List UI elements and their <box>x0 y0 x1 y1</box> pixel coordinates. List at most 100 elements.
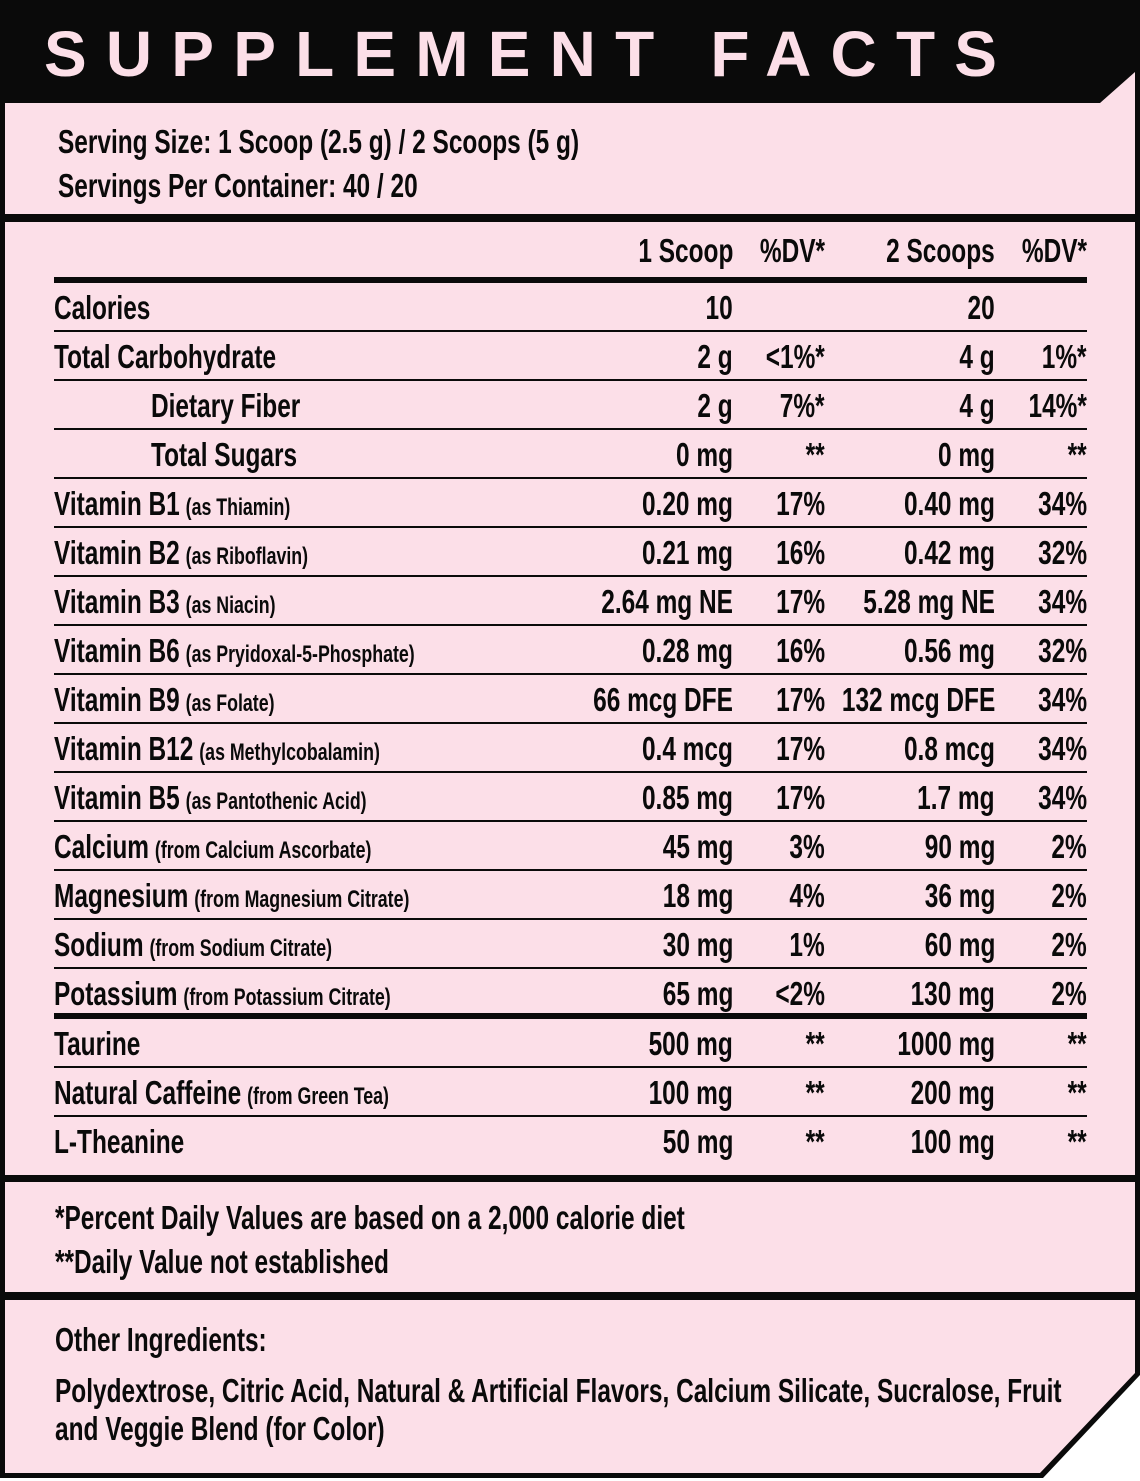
nutrient-name: Calories <box>54 289 151 326</box>
dv-2-scoops-cell: 2% <box>1039 871 1087 920</box>
dv-1-scoop-cell: 4% <box>777 871 825 920</box>
dv-2-scoops: 34% <box>1038 779 1087 816</box>
nutrient-name-wrap: Potassium (from Potassium Citrate) <box>54 969 391 1022</box>
amount-2-scoops: 0.40 mg <box>904 485 995 522</box>
dv-1-scoop-cell: 17% <box>759 773 825 822</box>
dv-1-scoop: ** <box>805 436 825 473</box>
nutrient-name-cell: L-Theanine <box>54 1117 230 1166</box>
other-ingredients-heading: Other Ingredients: <box>55 1321 267 1358</box>
amount-2-scoops-cell: 0.8 mcg <box>872 724 995 773</box>
dv-2-scoops: 34% <box>1038 485 1087 522</box>
dv-1-scoop-cell: 3% <box>777 822 825 871</box>
nutrient-name-cell: Calcium (from Calcium Ascorbate) <box>54 822 483 875</box>
serving-size: Serving Size: 1 Scoop (2.5 g) / 2 Scoops… <box>58 123 580 160</box>
nutrient-name-wrap: Vitamin B3 (as Niacin) <box>54 577 276 630</box>
nutrient-name-wrap: Natural Caffeine (from Green Tea) <box>54 1068 389 1121</box>
dv-2-scoops: 1%* <box>1042 338 1087 375</box>
table-row: Sodium (from Sodium Citrate) 30 mg 1% 60 mg 2… <box>54 920 1087 969</box>
nutrient-name-cell: Potassium (from Potassium Citrate) <box>54 969 509 1022</box>
nutrient-name: Potassium <box>54 975 178 1012</box>
nutrient-name: Vitamin B12 <box>54 730 194 767</box>
table-header: 1 Scoop %DV* 2 Scoops %DV* <box>54 226 1087 277</box>
amount-1-scoop: 18 mg <box>662 877 733 914</box>
dv-2-scoops: ** <box>1067 1024 1087 1062</box>
dv-1-scoop-cell: 16% <box>759 626 825 675</box>
nutrient-name-cell: Sodium (from Sodium Citrate) <box>54 920 430 973</box>
dv-2-scoops: ** <box>1067 1122 1087 1160</box>
amount-2-scoops-cell: 4 g <box>947 332 995 381</box>
table-row: Natural Caffeine (from Green Tea) 100 mg **… <box>54 1068 1087 1117</box>
nutrient-table: 1 Scoop %DV* 2 Scoops %DV* Calories 10 20 T… <box>54 226 1087 1164</box>
dv-2-scoops: 14%* <box>1028 387 1087 424</box>
nutrient-name-cell: Total Sugars <box>54 430 348 479</box>
dv-2-scoops: 34% <box>1038 583 1087 620</box>
amount-1-scoop-cell: 65 mg <box>638 969 733 1018</box>
nutrient-name-cell: Vitamin B9 (as Folate) <box>54 675 352 728</box>
dv-1-scoop: 3% <box>789 828 825 865</box>
other-ingredients: Other Ingredients: Polydextrose, Citric … <box>55 1318 1135 1448</box>
nutrient-name-wrap: Vitamin B9 (as Folate) <box>54 675 275 728</box>
amount-1-scoop-cell: 45 mg <box>638 822 733 871</box>
amount-1-scoop: 500 mg <box>648 1024 733 1062</box>
nutrient-source: (from Potassium Citrate) <box>183 984 391 1011</box>
table-body: Calories 10 20 Total Carbohydrate 2 g <1%* 4 g… <box>54 283 1087 1164</box>
amount-2-scoops: 0.56 mg <box>904 632 995 669</box>
dv-1-scoop-cell: 16% <box>759 528 825 577</box>
dv-1-scoop: 16% <box>776 534 825 571</box>
amount-1-scoop: 2 g <box>697 387 733 424</box>
amount-2-scoops-cell: 132 mcg DFE <box>788 675 995 724</box>
nutrient-name: Vitamin B5 <box>54 779 180 816</box>
dv-2-scoops: 2% <box>1051 975 1087 1012</box>
table-row: Magnesium (from Magnesium Citrate) 18 mg 4%… <box>54 871 1087 920</box>
amount-1-scoop: 66 mcg DFE <box>593 681 733 718</box>
amount-1-scoop: 0.28 mg <box>642 632 733 669</box>
amount-1-scoop-cell: 0.28 mg <box>610 626 733 675</box>
nutrient-source: (as Methylcobalamin) <box>199 739 380 766</box>
table-row: Calories 10 20 <box>54 283 1087 332</box>
table-row: Dietary Fiber 2 g 7%* 4 g 14%* <box>54 381 1087 430</box>
amount-1-scoop: 0 mg <box>675 436 733 473</box>
dv-2-scoops-cell: 2% <box>1039 822 1087 871</box>
amount-2-scoops-cell: 60 mg <box>900 920 995 969</box>
nutrient-name: Vitamin B9 <box>54 681 180 718</box>
dv-1-scoop: 17% <box>776 730 825 767</box>
amount-2-scoops: 1.7 mg <box>917 779 995 816</box>
amount-2-scoops: 130 mg <box>910 975 995 1012</box>
dv-2-scoops-cell: 1%* <box>1026 332 1087 381</box>
amount-1-scoop-cell: 66 mcg DFE <box>544 675 733 724</box>
dv-1-scoop-cell: ** <box>799 1019 825 1068</box>
amount-2-scoops: 0.8 mcg <box>904 730 995 767</box>
nutrient-name: Vitamin B3 <box>54 583 180 620</box>
nutrient-name-wrap: Calcium (from Calcium Ascorbate) <box>54 822 371 875</box>
nutrient-source: (from Green Tea) <box>247 1082 389 1110</box>
table-row: Vitamin B9 (as Folate) 66 mcg DFE 17% 132 mc… <box>54 675 1087 724</box>
col-header-dv-2: %DV* <box>1021 232 1087 269</box>
table-row: Potassium (from Potassium Citrate) 65 mg <2… <box>54 969 1087 1019</box>
dv-2-scoops: 32% <box>1038 534 1087 571</box>
dv-2-scoops-cell: ** <box>1061 1068 1087 1117</box>
dv-1-scoop: 1% <box>789 926 825 963</box>
section-divider <box>5 214 1135 222</box>
amount-1-scoop: 10 <box>705 289 733 326</box>
dv-1-scoop: ** <box>805 1122 825 1160</box>
amount-1-scoop-cell: 0.21 mg <box>610 528 733 577</box>
nutrient-name: Taurine <box>54 1024 141 1062</box>
amount-2-scoops: 4 g <box>959 338 995 375</box>
nutrient-name: Calcium <box>54 828 149 865</box>
table-row: Vitamin B12 (as Methylcobalamin) 0.4 mcg 17… <box>54 724 1087 773</box>
amount-2-scoops-cell: 130 mg <box>881 969 995 1018</box>
nutrient-name-cell: Vitamin B6 (as Pryidoxal-5-Phosphate) <box>54 626 541 679</box>
nutrient-source: (from Calcium Ascorbate) <box>154 837 372 864</box>
servings-per-container: Servings Per Container: 40 / 20 <box>58 167 418 204</box>
amount-2-scoops: 90 mg <box>924 828 995 865</box>
header-rule <box>54 277 1087 283</box>
nutrient-name: Vitamin B6 <box>54 632 180 669</box>
nutrient-name-wrap: L-Theanine <box>54 1117 184 1166</box>
dv-2-scoops-cell: ** <box>1061 430 1087 479</box>
dv-1-scoop-cell: 17% <box>759 724 825 773</box>
nutrient-name-cell: Vitamin B2 (as Riboflavin) <box>54 528 397 581</box>
amount-2-scoops-cell: 1.7 mg <box>890 773 995 822</box>
amount-1-scoop-cell: 50 mg <box>638 1117 733 1166</box>
nutrient-name-wrap: Taurine <box>54 1019 140 1068</box>
amount-2-scoops: 60 mg <box>924 926 995 963</box>
